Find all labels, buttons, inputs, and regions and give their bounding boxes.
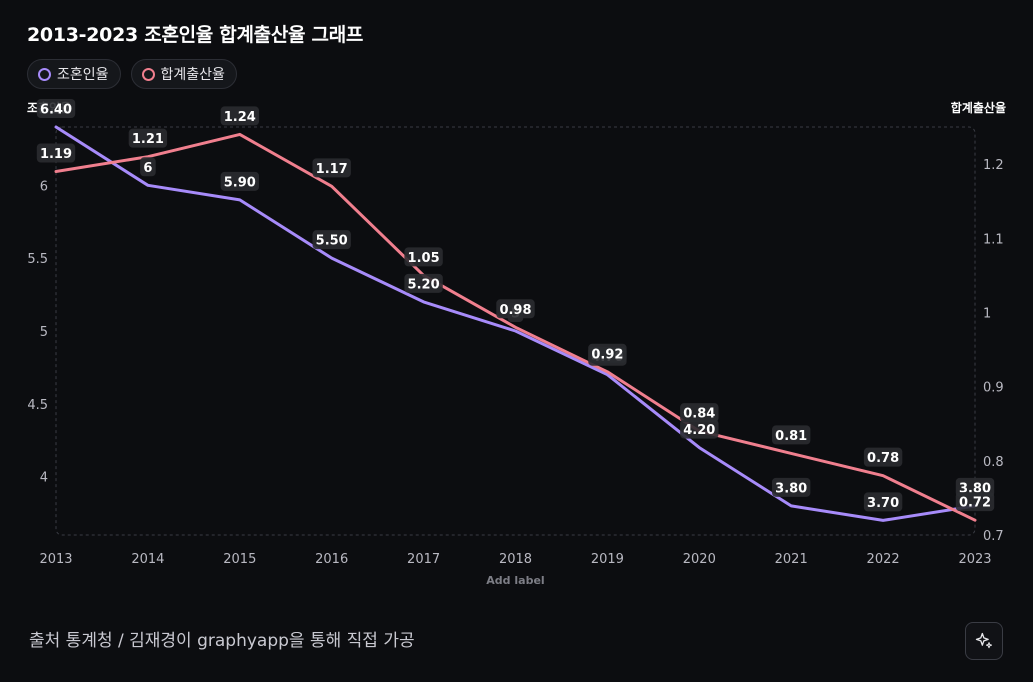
data-label-text: 3.80 bbox=[775, 481, 807, 496]
data-label-text: 0.98 bbox=[499, 303, 531, 318]
data-label: 5.50 bbox=[312, 230, 351, 250]
sparkle-icon bbox=[975, 632, 993, 649]
right-tick-label: 1 bbox=[983, 306, 991, 321]
data-label-bg bbox=[220, 171, 259, 191]
left-tick-label: 4.5 bbox=[27, 398, 48, 413]
right-tick-label: 0.9 bbox=[983, 381, 1004, 396]
data-label-text: 4.20 bbox=[683, 423, 715, 438]
data-label-text: 0.81 bbox=[775, 429, 807, 444]
x-tick-label: 2013 bbox=[39, 552, 72, 567]
legend-marker-marriage-rate bbox=[38, 67, 51, 81]
data-label: 3.70 bbox=[863, 492, 903, 512]
data-label: 0.72 bbox=[955, 492, 995, 512]
data-label-bg bbox=[680, 419, 719, 439]
x-tick-label: 2021 bbox=[775, 552, 808, 567]
data-label-text: 0.78 bbox=[867, 451, 899, 466]
data-label-bg bbox=[312, 158, 351, 178]
data-label: 0.98 bbox=[496, 299, 535, 319]
data-label-text: 1.19 bbox=[40, 147, 72, 162]
left-tick-label: 6 bbox=[40, 179, 48, 194]
data-label-text: 6.40 bbox=[40, 103, 72, 118]
data-label: 0.78 bbox=[863, 447, 903, 467]
data-label: 1.17 bbox=[312, 158, 351, 178]
data-label: 1.19 bbox=[36, 143, 76, 163]
data-label-text: 6 bbox=[143, 161, 152, 176]
ai-assist-button[interactable] bbox=[965, 622, 1003, 660]
data-label-bg bbox=[312, 230, 351, 250]
data-label-bg bbox=[404, 247, 443, 267]
data-label-text: 5.20 bbox=[408, 277, 440, 292]
right-tick-label: 1.2 bbox=[983, 158, 1004, 173]
right-axis-title: 합계출산율 bbox=[951, 100, 1006, 115]
data-label-bg bbox=[588, 343, 627, 363]
data-label-bg bbox=[955, 477, 995, 497]
data-label-bg bbox=[863, 492, 903, 512]
data-label-bg bbox=[955, 492, 995, 512]
data-label-text: 0.84 bbox=[683, 407, 715, 422]
data-label: 0.92 bbox=[588, 343, 627, 363]
data-label-bg bbox=[496, 299, 535, 319]
data-label-text: 1.17 bbox=[316, 162, 348, 177]
x-tick-label: 2022 bbox=[867, 552, 900, 567]
x-tick-label: 2014 bbox=[131, 552, 164, 567]
data-label: 1.05 bbox=[404, 247, 443, 267]
left-tick-label: 4 bbox=[40, 471, 48, 486]
x-tick-label: 2020 bbox=[683, 552, 716, 567]
left-tick-label: 5.5 bbox=[27, 252, 48, 267]
data-label-bg bbox=[772, 425, 811, 445]
x-tick-label: 2017 bbox=[407, 552, 440, 567]
legend-label-marriage-rate: 조혼인율 bbox=[57, 67, 109, 83]
data-label-bg bbox=[220, 106, 259, 126]
data-label: 3.80 bbox=[772, 477, 811, 497]
data-label-bg bbox=[680, 403, 719, 423]
x-tick-label: 2023 bbox=[958, 552, 991, 567]
data-label-bg bbox=[36, 143, 76, 163]
data-label-text: 5.90 bbox=[224, 175, 256, 190]
data-label-text: 1.21 bbox=[132, 132, 164, 147]
data-label-text: 5.50 bbox=[316, 234, 348, 249]
data-label-text: 1.24 bbox=[224, 110, 256, 125]
legend-item-fertility-rate[interactable]: 합계출산율 bbox=[130, 59, 237, 89]
line-chart: 조혼인율합계출산율44.555.560.70.80.911.11.2201320… bbox=[27, 99, 1006, 587]
x-tick-label: 2018 bbox=[499, 552, 532, 567]
data-label: 6.40 bbox=[36, 99, 76, 118]
data-label-text: 1.05 bbox=[408, 251, 440, 266]
data-label: 0.84 bbox=[680, 403, 719, 423]
data-label-text: 3.70 bbox=[867, 496, 899, 511]
data-label: 0.81 bbox=[772, 425, 811, 445]
data-label: 1.24 bbox=[220, 106, 259, 126]
source-caption: 출처 통계청 / 김재경이 graphyapp을 통해 직접 가공 bbox=[29, 631, 415, 651]
data-label-bg bbox=[404, 273, 443, 293]
right-tick-label: 1.1 bbox=[983, 232, 1004, 247]
x-tick-label: 2016 bbox=[315, 552, 348, 567]
right-tick-label: 0.7 bbox=[983, 529, 1004, 544]
chart-title: 2013-2023 조혼인율 합계출산율 그래프 bbox=[27, 24, 364, 46]
left-tick-label: 5 bbox=[40, 325, 48, 340]
data-label-bg bbox=[863, 447, 903, 467]
data-label-bg bbox=[772, 477, 811, 497]
legend-item-marriage-rate[interactable]: 조혼인율 bbox=[27, 59, 121, 89]
x-tick-label: 2019 bbox=[591, 552, 624, 567]
data-label-text: 0.92 bbox=[591, 347, 623, 362]
legend-marker-fertility-rate bbox=[141, 67, 155, 81]
x-axis-label: Add label bbox=[486, 574, 544, 587]
data-label-bg bbox=[36, 99, 76, 118]
data-label: 6 bbox=[140, 157, 156, 177]
right-tick-label: 0.8 bbox=[983, 455, 1004, 470]
data-label: 1.21 bbox=[128, 128, 168, 148]
chart-area: 조혼인율합계출산율44.555.560.70.80.911.11.2201320… bbox=[0, 95, 1033, 595]
data-label: 5.20 bbox=[404, 273, 443, 293]
data-label: 5.90 bbox=[220, 171, 259, 191]
data-label-bg bbox=[128, 128, 168, 148]
x-tick-label: 2015 bbox=[223, 552, 256, 567]
legend: 조혼인율 합계출산율 bbox=[27, 59, 237, 89]
data-label-bg bbox=[140, 157, 156, 177]
data-label-text: 0.72 bbox=[959, 496, 991, 511]
fertility-rate-line bbox=[54, 132, 977, 522]
legend-label-fertility-rate: 합계출산율 bbox=[160, 67, 225, 83]
marriage-rate-line bbox=[54, 125, 977, 522]
data-label: 4.20 bbox=[680, 419, 719, 439]
